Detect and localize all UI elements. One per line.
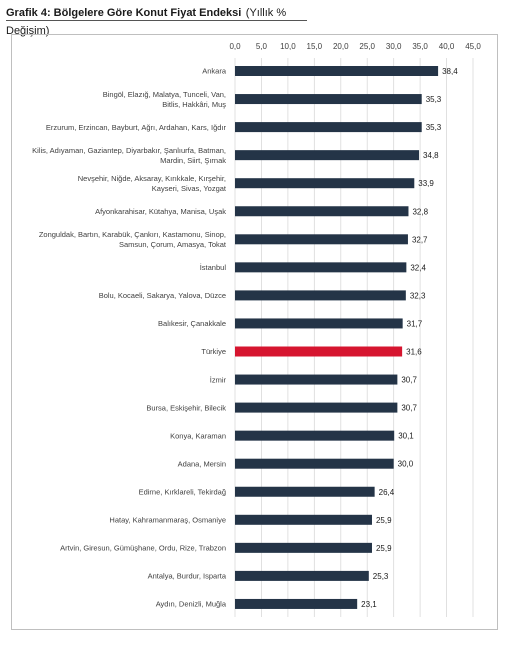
value-label: 30,7: [401, 376, 417, 385]
category-label: Bursa, Eskişehir, Bilecik: [146, 403, 226, 412]
value-label: 32,4: [410, 263, 426, 272]
value-label: 30,7: [401, 404, 417, 413]
bar: [235, 234, 408, 245]
category-label: Artvin, Giresun, Gümüşhane, Ordu, Rize, …: [60, 544, 226, 553]
x-tick-label: 10,0: [280, 42, 296, 51]
bar: [235, 486, 375, 497]
category-label: Afyonkarahisar, Kütahya, Manisa, Uşak: [95, 207, 226, 216]
bar: [235, 570, 369, 581]
category-label: Erzurum, Erzincan, Bayburt, Ağrı, Ardaha…: [46, 123, 227, 132]
value-label: 32,8: [412, 207, 428, 216]
chart-frame: [11, 34, 498, 630]
category-label: Adana, Mersin: [178, 459, 226, 468]
x-tick-label: 15,0: [307, 42, 323, 51]
category-label: Aydın, Denizli, Muğla: [156, 600, 227, 609]
category-label: Edirne, Kırklareli, Tekirdağ: [139, 487, 226, 496]
bar: [235, 374, 398, 385]
bar: [235, 290, 406, 301]
bar: [235, 542, 372, 553]
x-tick-label: 25,0: [359, 42, 375, 51]
x-tick-label: 35,0: [412, 42, 428, 51]
x-tick-label: 30,0: [386, 42, 402, 51]
value-label: 30,0: [398, 460, 414, 469]
category-label: Antalya, Burdur, Isparta: [148, 572, 227, 581]
category-label: Kilis, Adıyaman, Gaziantep, Diyarbakır, …: [32, 146, 226, 155]
value-label: 35,3: [426, 123, 442, 132]
title-underline: [6, 20, 307, 21]
value-label: 25,3: [373, 572, 389, 581]
x-tick-label: 0,0: [229, 42, 241, 51]
value-label: 31,6: [406, 348, 422, 357]
bar: [235, 514, 372, 525]
value-label: 32,3: [410, 291, 426, 300]
value-label: 23,1: [361, 600, 377, 609]
bar: [235, 178, 415, 189]
value-label: 34,8: [423, 151, 439, 160]
category-label: İzmir: [210, 375, 227, 384]
bar: [235, 66, 439, 76]
bar: [235, 262, 407, 273]
category-label: Hatay, Kahramanmaraş, Osmaniye: [109, 516, 226, 525]
category-label: Bitlis, Hakkâri, Muş: [162, 100, 226, 109]
bar: [235, 430, 395, 441]
category-label: Bingöl, Elazığ, Malatya, Tunceli, Van,: [103, 90, 226, 99]
category-label: Konya, Karaman: [170, 431, 226, 440]
category-label: Mardin, Siirt, Şırnak: [160, 156, 226, 165]
value-label: 26,4: [379, 488, 395, 497]
value-label: 38,4: [442, 67, 458, 76]
value-label: 25,9: [376, 544, 392, 553]
x-tick-label: 5,0: [256, 42, 268, 51]
x-tick-label: 20,0: [333, 42, 349, 51]
category-label: Kayseri, Sivas, Yozgat: [152, 184, 227, 193]
value-label: 31,7: [407, 319, 423, 328]
bar: [235, 94, 422, 105]
bar: [235, 598, 358, 609]
value-label: 30,1: [398, 432, 414, 441]
category-label: Balıkesir, Çanakkale: [158, 319, 226, 328]
x-tick-label: 45,0: [465, 42, 481, 51]
value-label: 35,3: [426, 95, 442, 104]
category-label: İstanbul: [200, 263, 227, 272]
chart-title-bold: Grafik 4: Bölgelere Göre Konut Fiyat End…: [6, 7, 242, 19]
x-tick-label: 40,0: [439, 42, 455, 51]
value-label: 25,9: [376, 516, 392, 525]
category-label: Türkiye: [201, 347, 226, 356]
bar: [235, 150, 420, 161]
bar: [235, 402, 398, 413]
category-label: Nevşehir, Niğde, Aksaray, Kırıkkale, Kır…: [78, 174, 226, 183]
category-label: Zonguldak, Bartın, Karabük, Çankırı, Kas…: [39, 230, 226, 239]
bar: [235, 458, 394, 469]
bar: [235, 346, 403, 357]
category-label: Ankara: [202, 67, 227, 76]
category-label: Samsun, Çorum, Amasya, Tokat: [119, 240, 227, 249]
bar: [235, 122, 422, 133]
value-label: 32,7: [412, 235, 428, 244]
bar: [235, 318, 403, 329]
category-label: Bolu, Kocaeli, Sakarya, Yalova, Düzce: [99, 291, 226, 300]
value-label: 33,9: [418, 179, 434, 188]
bar: [235, 206, 409, 217]
